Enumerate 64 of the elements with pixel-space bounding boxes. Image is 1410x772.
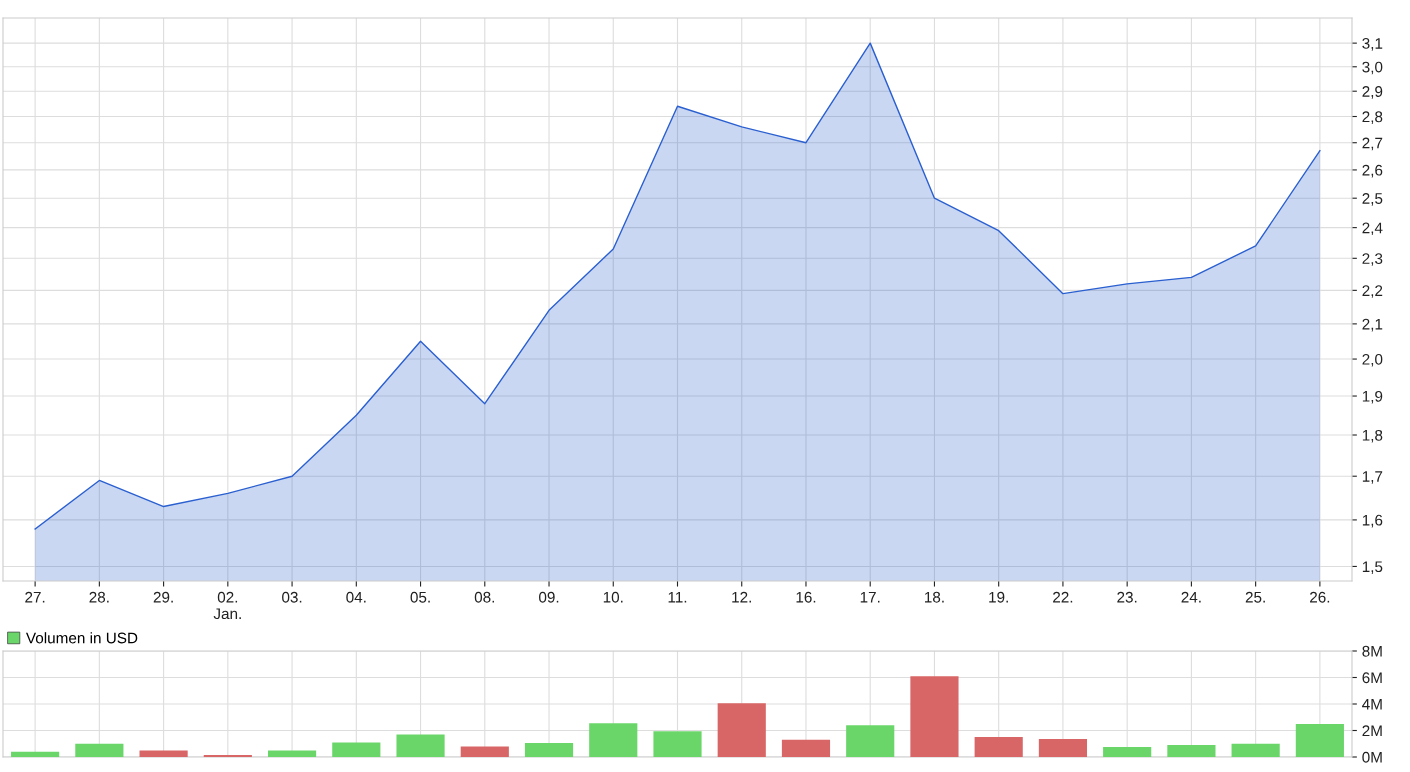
x-tick-label: 25. [1245, 591, 1265, 603]
bar [1167, 745, 1216, 757]
bar [717, 703, 766, 757]
bar [589, 723, 638, 757]
bar [1295, 723, 1344, 757]
x-tick-label: 18. [925, 591, 944, 603]
y-tick-label: 2,2 [1362, 285, 1383, 298]
y-tick-label: 3,0 [1362, 61, 1383, 75]
x-tick-label: 26. [1310, 591, 1330, 603]
bar [396, 734, 445, 757]
bar [910, 676, 959, 757]
x-tick-label: 12. [732, 591, 751, 603]
y-tick-label: 1,8 [1362, 429, 1383, 443]
x-tick-label: 17. [860, 591, 880, 603]
x-tick-label: 08. [474, 591, 495, 603]
x-tick-label: 03. [282, 591, 302, 603]
x-tick-label: 09. [539, 591, 559, 603]
bar [267, 750, 317, 757]
x-tick-label: 28. [89, 591, 109, 603]
y-tick-label: 0M [1362, 751, 1382, 763]
y-tick-label: 4M [1362, 699, 1382, 710]
y-tick-label: 6M [1362, 672, 1382, 684]
bar [524, 743, 574, 757]
y-tick-label: 2,9 [1362, 86, 1383, 99]
x-tick-label: 19. [989, 591, 1008, 603]
y-tick-label: 1,9 [1362, 390, 1383, 404]
legend-label: Volumen in USD [25, 632, 138, 644]
y-tick-label: 2M [1362, 725, 1382, 737]
bar [974, 737, 1023, 757]
bar [1038, 739, 1088, 757]
y-tick-label: 1,7 [1362, 471, 1383, 484]
y-tick-label: 2,6 [1362, 164, 1383, 178]
y-tick-label: 2,5 [1362, 193, 1383, 206]
y-tick-label: 1,6 [1362, 514, 1383, 528]
bar [332, 742, 381, 757]
bar [846, 725, 895, 757]
bar [75, 743, 124, 757]
bar [653, 731, 702, 757]
x-tick-label: 16. [796, 591, 816, 603]
x-tick-label: 29. [153, 591, 173, 603]
y-tick-label: 2,0 [1362, 353, 1383, 367]
x-tick-label: 24. [1181, 591, 1201, 603]
y-tick-label: 2,8 [1362, 111, 1383, 124]
x-tick-label: 22. [1053, 591, 1073, 603]
x-tick-label: 27. [25, 591, 45, 603]
bar [1103, 747, 1152, 757]
x-tick-label: 23. [1117, 591, 1137, 603]
x-tick-label: 05. [410, 591, 430, 603]
x-tick-label: 10. [603, 591, 623, 603]
y-tick-label: 2,3 [1362, 253, 1383, 266]
x-tick-label: 04. [346, 591, 366, 603]
y-tick-label: 2,1 [1362, 318, 1383, 332]
y-tick-label: 1,5 [1362, 561, 1383, 574]
bar [139, 750, 188, 757]
bar [11, 751, 60, 757]
y-tick-label: 8M [1362, 645, 1382, 657]
bar [781, 739, 831, 757]
y-tick-label: 2,7 [1362, 137, 1383, 151]
x-tick-label: 11. [668, 591, 687, 603]
y-tick-label: 3,1 [1362, 38, 1383, 51]
bar [1231, 743, 1280, 757]
x-tick-label: 02. Jan. [213, 591, 241, 620]
bar [460, 746, 509, 757]
y-tick-label: 2,4 [1362, 222, 1383, 236]
